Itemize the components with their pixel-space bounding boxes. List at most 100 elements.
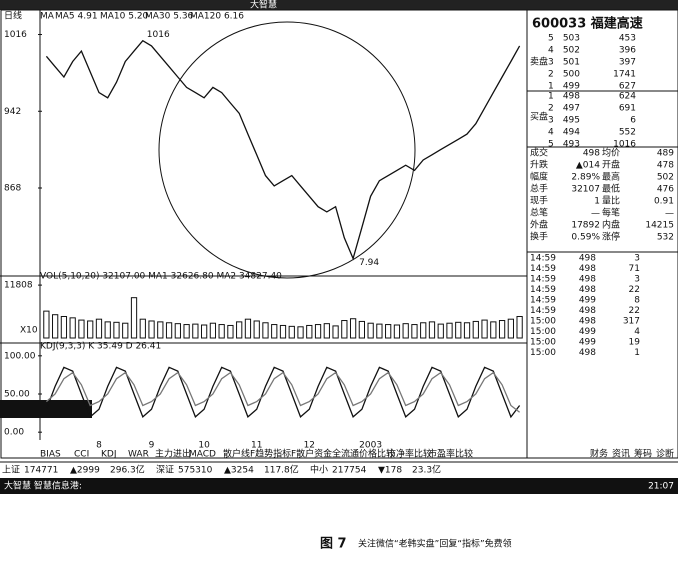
stat-label: 开盘 [602, 159, 620, 171]
stat-value: 0.91 [654, 197, 674, 207]
buy-row: 498 [563, 92, 580, 102]
stat-label: 量比 [602, 195, 620, 207]
volume-bar [52, 314, 59, 339]
volume-bar [43, 310, 50, 339]
stat-value: 532 [657, 233, 674, 243]
stat-value: 502 [657, 173, 674, 183]
volume-bar [323, 323, 330, 339]
y-tick-label: 0.00 [4, 428, 24, 438]
tab: 资讯 [612, 449, 630, 460]
ma-legend: MA10 5.20 [100, 12, 149, 22]
trade-volume: 317 [623, 317, 640, 327]
sell-row: 1 [548, 82, 554, 92]
volume-bar [288, 325, 295, 339]
sell-label: 卖盘 [530, 56, 548, 68]
stat-label: 涨停 [602, 231, 620, 243]
volume-bar [139, 318, 146, 339]
x-tick-label: 8 [96, 441, 102, 451]
unit-label: X10 [20, 326, 38, 336]
status-item: ▼178 [378, 466, 402, 476]
volume-bar [236, 321, 243, 339]
volume-bar [87, 320, 94, 339]
trade-volume: 1 [634, 348, 640, 358]
buy-row: 552 [619, 128, 636, 138]
tab: WAR [128, 450, 149, 460]
line-K [45, 366, 521, 419]
buy-row: 493 [563, 140, 580, 150]
volume-bar [95, 318, 103, 339]
tab: 筹码 [634, 448, 652, 460]
stat-value: 1 [594, 197, 600, 207]
tab: KDJ [101, 450, 117, 460]
volume-bar [332, 325, 339, 339]
buy-row: 624 [619, 92, 636, 102]
stat-value: 32107 [571, 185, 600, 195]
volume-bar [60, 315, 68, 339]
y-tick-label: 1016 [4, 30, 27, 40]
stat-label: 外盘 [530, 219, 548, 231]
status-item: 296.3亿 [110, 464, 145, 476]
volume-bar [516, 315, 523, 339]
volume-bar [165, 322, 173, 339]
trade-time: 15:00 [530, 348, 556, 358]
ticker: 大智慧 智慧信息港: [4, 480, 82, 492]
stat-label: 幅度 [530, 171, 548, 183]
clock: 21:07 [648, 482, 674, 492]
stat-value: 14215 [645, 221, 674, 231]
sell-row: 4 [548, 46, 554, 56]
stat-value: 498 [583, 149, 600, 159]
buy-row: 6 [630, 116, 636, 126]
trade-time: 14:59 [530, 306, 556, 316]
y-tick-label: 11808 [4, 281, 33, 291]
trade-volume: 22 [629, 306, 640, 316]
buy-row: 5 [548, 140, 554, 150]
volume-bar [271, 324, 278, 339]
sell-row: 627 [619, 82, 636, 92]
volume-bar [349, 318, 357, 339]
trade-price: 498 [579, 306, 596, 316]
trade-price: 498 [579, 275, 596, 285]
buy-row: 494 [563, 128, 580, 138]
ma-legend: MA [40, 12, 55, 22]
volume-bar [157, 321, 164, 339]
y-tick-label: 868 [4, 184, 21, 194]
volume-bar [148, 320, 155, 339]
stat-label: 现手 [530, 195, 548, 207]
volume-bar [104, 321, 111, 339]
stat-value: 476 [657, 185, 674, 195]
stat-value: 0.59% [571, 233, 600, 243]
status-item: 117.8亿 [264, 464, 299, 476]
tab: 财务 [590, 448, 608, 460]
y-tick-label: 100.00 [4, 351, 36, 361]
sell-row: 397 [619, 58, 636, 68]
sell-row: 503 [563, 34, 580, 44]
volume-bar [358, 320, 366, 339]
trade-price: 499 [579, 296, 596, 306]
status-item: 中小 [310, 464, 328, 476]
sell-row: 1741 [613, 70, 636, 80]
buy-label: 买盘 [530, 111, 548, 123]
sell-row: 499 [563, 82, 580, 92]
figure-caption: 图 7 [320, 537, 347, 552]
high-annotation: 1016 [147, 30, 170, 40]
volume-bar [183, 324, 190, 339]
status-item: 上证 [2, 465, 20, 476]
stat-value: 2.89% [571, 173, 600, 183]
volume-bar [437, 323, 444, 339]
trade-volume: 22 [629, 285, 640, 295]
volume-bar [200, 324, 208, 339]
trade-time: 14:59 [530, 285, 556, 295]
volume-bar [279, 324, 287, 339]
volume-bar [402, 323, 409, 339]
volume-bar [446, 322, 453, 339]
status-item: 深证 [156, 465, 174, 476]
buy-row: 4 [548, 128, 554, 138]
volume-bar [463, 322, 471, 339]
title-bar [0, 0, 678, 10]
caption-note: 关注微信“老韩实盘”回复“指标”免费领 [358, 538, 512, 550]
sell-row: 3 [548, 58, 554, 68]
sell-row: 396 [619, 46, 636, 56]
tab: 诊断 [656, 448, 674, 460]
status-item: ▲2999 [70, 466, 100, 476]
volume-bar [69, 317, 76, 339]
